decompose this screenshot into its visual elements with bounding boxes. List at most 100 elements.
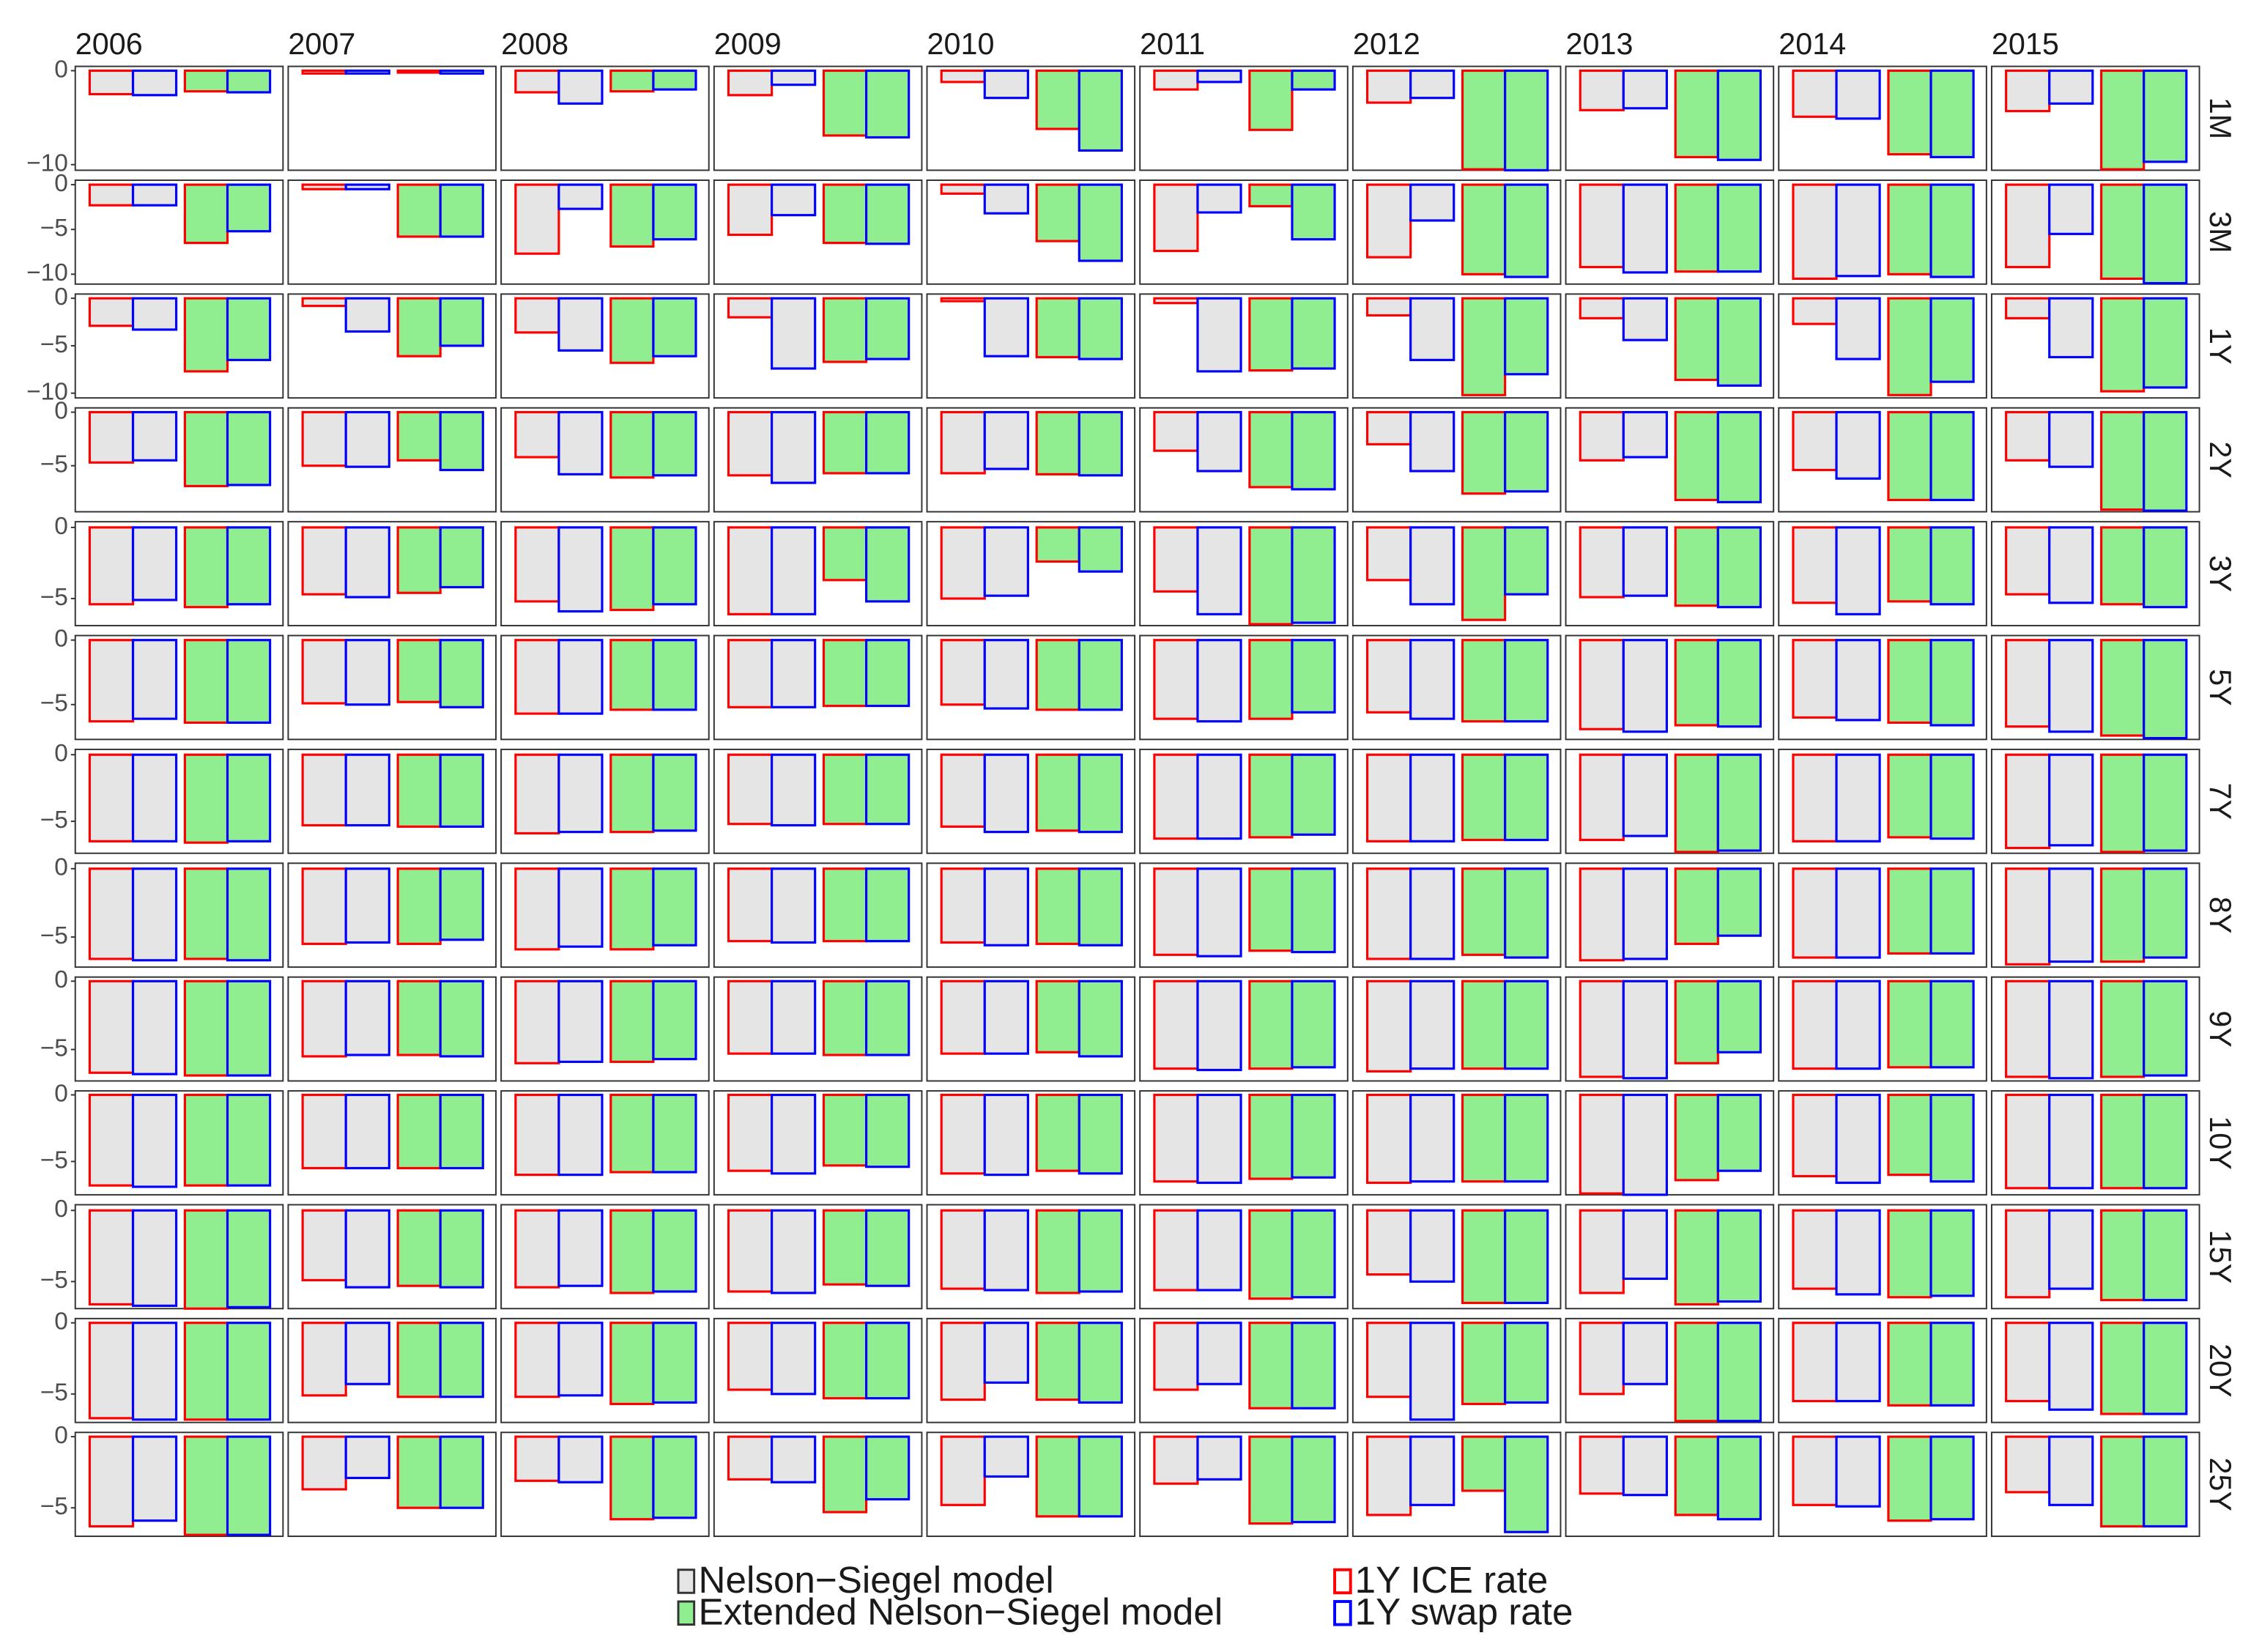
bar	[1887, 753, 1932, 839]
y-tick-label: −5	[40, 1493, 68, 1520]
bar	[1716, 69, 1762, 161]
bar	[1078, 1209, 1123, 1293]
bar	[940, 1093, 986, 1175]
bar	[2143, 867, 2188, 959]
bar	[557, 639, 604, 715]
bar	[131, 297, 178, 331]
bar	[1248, 979, 1294, 1070]
bar	[1248, 1435, 1294, 1525]
bar	[1674, 867, 1719, 945]
y-tick-label: 0	[54, 284, 68, 311]
row-label: 1Y	[2203, 327, 2237, 365]
y-tick-label: −5	[40, 1034, 68, 1062]
bar	[1929, 526, 1975, 606]
bar	[1622, 1435, 1669, 1497]
bar	[1078, 753, 1123, 834]
bar	[1035, 1322, 1080, 1401]
bar	[727, 1209, 774, 1293]
bar	[1153, 639, 1199, 720]
bar	[88, 1093, 135, 1187]
bar	[1366, 526, 1412, 582]
bar	[727, 979, 774, 1055]
bar	[226, 69, 272, 94]
bar	[1887, 1209, 1932, 1299]
bar	[439, 69, 484, 75]
bar	[1153, 1435, 1199, 1485]
bar	[1716, 639, 1762, 728]
bar	[865, 183, 911, 245]
row-label: 3M	[2203, 211, 2237, 253]
bar	[226, 639, 272, 725]
bar	[1153, 1322, 1199, 1391]
bar	[1461, 979, 1507, 1070]
bar	[1078, 69, 1123, 152]
bar	[1153, 1209, 1199, 1292]
bar	[88, 526, 135, 606]
bar	[1674, 183, 1719, 273]
bar	[1504, 411, 1549, 493]
bar	[2005, 1435, 2051, 1494]
bar	[609, 639, 655, 711]
y-tick-label: −5	[40, 584, 68, 611]
bar	[131, 69, 178, 97]
bar	[1078, 1435, 1123, 1518]
bar	[131, 1209, 178, 1307]
bar	[1835, 1322, 1881, 1403]
bar	[1196, 411, 1242, 473]
bar	[1291, 411, 1336, 491]
bar	[514, 1322, 560, 1399]
bar	[1792, 411, 1838, 472]
bar	[1792, 183, 1838, 281]
bar	[1291, 639, 1336, 714]
bar	[226, 526, 272, 606]
bar	[822, 1435, 868, 1514]
bar	[1409, 69, 1455, 100]
bar	[2048, 297, 2094, 359]
bar	[183, 867, 229, 960]
bar	[1461, 526, 1507, 621]
y-tick-label: 0	[54, 1308, 68, 1336]
bar	[131, 526, 178, 601]
bar	[1929, 1322, 1975, 1407]
bar	[1366, 411, 1412, 446]
bar	[1153, 867, 1199, 956]
bar	[88, 753, 135, 842]
bar	[1291, 979, 1336, 1069]
bar	[771, 1322, 817, 1396]
bar	[301, 297, 347, 308]
bar	[1579, 69, 1625, 111]
bar	[88, 867, 135, 960]
row-label: 15Y	[2203, 1230, 2237, 1284]
bar	[1716, 1209, 1762, 1303]
bar	[226, 1435, 272, 1536]
bar	[1792, 639, 1838, 719]
bar	[1622, 183, 1669, 274]
bar	[609, 1435, 655, 1521]
bar	[557, 1209, 604, 1287]
bar	[2048, 867, 2094, 963]
bar	[1248, 411, 1294, 489]
bar	[2100, 183, 2146, 281]
bar	[1196, 183, 1242, 214]
bar	[1504, 867, 1549, 959]
bar	[1078, 1093, 1123, 1175]
bar	[557, 69, 604, 105]
legend-key	[1333, 1568, 1352, 1595]
row-label: 2Y	[2203, 441, 2237, 478]
bar	[1887, 867, 1932, 955]
bar	[344, 297, 390, 333]
bar	[1622, 297, 1669, 341]
bar	[865, 979, 911, 1056]
bar	[771, 639, 817, 708]
bar	[2100, 979, 2146, 1078]
bar	[727, 1093, 774, 1172]
bar	[1622, 526, 1669, 597]
bar	[1248, 1322, 1294, 1410]
bar	[1461, 867, 1507, 956]
bar	[822, 1093, 868, 1167]
bar	[1248, 753, 1294, 839]
bar	[131, 1435, 178, 1522]
bar	[301, 526, 347, 596]
bar	[652, 1435, 697, 1519]
bar	[865, 1435, 911, 1501]
